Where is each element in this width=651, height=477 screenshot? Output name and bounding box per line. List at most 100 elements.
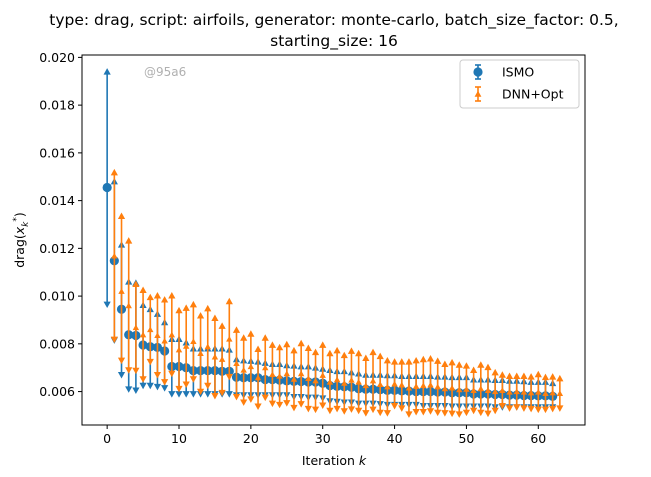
lower-limit-marker: [254, 403, 262, 410]
upper-limit-marker: [161, 296, 169, 303]
x-tick-label: 30: [315, 431, 331, 446]
x-tick-label: 0: [103, 431, 111, 446]
data-point: [405, 384, 413, 391]
lower-limit-marker: [441, 410, 449, 417]
lower-limit-marker: [218, 389, 226, 397]
upper-limit-marker: [534, 370, 542, 378]
lower-limit-marker: [362, 410, 370, 417]
lower-limit-marker: [232, 393, 241, 401]
upper-limit-marker: [175, 306, 183, 314]
chart-title-line1: type: drag, script: airfoils, generator:…: [49, 11, 618, 30]
lower-limit-marker: [527, 405, 535, 413]
data-point: [161, 337, 168, 344]
plot-frame: [81, 54, 586, 426]
upper-limit-marker: [462, 362, 471, 369]
lower-limit-marker: [369, 406, 377, 414]
lower-limit-marker: [549, 405, 557, 413]
data-point: [427, 381, 434, 388]
lower-limit-marker: [513, 404, 521, 411]
lower-limit-marker: [117, 371, 126, 379]
upper-limit-marker: [383, 356, 391, 364]
lower-limit-marker: [383, 410, 391, 417]
data-point: [398, 381, 405, 388]
y-tick-label: 0.006: [39, 384, 75, 399]
lower-limit-marker: [103, 301, 111, 309]
y-tick-label: 0.010: [39, 289, 75, 304]
upper-limit-marker: [232, 326, 241, 333]
data-point: [240, 366, 247, 373]
chart-title-line2: starting_size: 16: [270, 32, 398, 51]
lower-limit-marker: [153, 371, 162, 379]
data-point: [175, 346, 183, 353]
upper-limit-marker: [448, 358, 456, 366]
series-dnn-opt: [110, 168, 564, 418]
upper-limit-marker: [390, 358, 399, 365]
upper-limit-marker: [146, 293, 154, 301]
data-point: [506, 388, 513, 395]
upper-limit-marker: [182, 304, 190, 311]
x-tick-label: 20: [243, 431, 259, 446]
y-tick-label: 0.020: [39, 50, 75, 65]
lower-limit-marker: [189, 391, 197, 398]
lower-limit-marker: [434, 409, 442, 417]
data-point: [391, 380, 398, 387]
legend-item-ismo: ISMO: [473, 64, 534, 80]
data-point: [456, 386, 463, 393]
data-point: [369, 377, 377, 384]
lower-limit-marker: [153, 383, 162, 391]
x-axis-label-text: Iteration: [302, 453, 359, 468]
lower-limit-marker: [182, 381, 190, 389]
upper-limit-marker: [355, 349, 363, 357]
lower-limit-marker: [175, 391, 183, 398]
upper-limit-marker: [276, 343, 284, 351]
upper-limit-marker: [340, 351, 348, 359]
upper-limit-marker: [470, 366, 478, 373]
lower-limit-marker: [398, 405, 406, 412]
upper-limit-marker: [405, 358, 413, 365]
data-point: [305, 375, 312, 382]
upper-limit-marker: [132, 280, 140, 288]
lower-limit-marker: [326, 407, 334, 415]
y-tick-label: 0.018: [39, 98, 75, 113]
data-point: [499, 387, 506, 393]
upper-limit-marker: [240, 334, 248, 341]
upper-limit-marker: [268, 341, 277, 348]
lower-limit-marker: [204, 391, 212, 398]
upper-limit-marker: [326, 349, 334, 357]
lower-limit-marker: [541, 406, 550, 414]
upper-limit-marker: [541, 373, 550, 381]
lower-limit-marker: [340, 408, 348, 415]
upper-limit-marker: [369, 348, 377, 356]
upper-limit-marker: [254, 345, 262, 352]
lower-limit-marker: [355, 407, 363, 415]
legend-label: ISMO: [502, 65, 534, 80]
lower-limit-marker: [146, 358, 154, 366]
data-point: [470, 387, 477, 393]
data-point: [190, 338, 197, 345]
lower-limit-marker: [534, 406, 542, 414]
lower-limit-marker: [276, 401, 284, 409]
data-point: [477, 385, 485, 392]
lower-limit-marker: [556, 405, 564, 412]
y-tick-label: 0.008: [39, 336, 75, 351]
upper-limit-marker: [189, 300, 197, 308]
x-axis: 0 10 20 30 40 50 60: [103, 425, 546, 446]
lower-limit-marker: [168, 391, 176, 398]
data-point: [420, 382, 427, 389]
upper-limit-marker: [520, 372, 528, 379]
upper-limit-marker: [498, 371, 506, 378]
upper-limit-marker: [196, 312, 205, 319]
upper-limit-marker: [290, 346, 298, 354]
lower-limit-marker: [290, 404, 298, 412]
legend-swatch-marker: [473, 67, 483, 77]
lower-limit-marker: [333, 405, 341, 413]
data-point: [463, 385, 470, 392]
upper-limit-marker: [505, 372, 514, 379]
upper-limit-marker: [549, 373, 557, 380]
data-point: [283, 370, 290, 377]
upper-limit-marker: [211, 314, 219, 321]
upper-limit-marker: [333, 346, 341, 354]
data-point: [362, 382, 370, 389]
upper-limit-marker: [283, 340, 291, 348]
